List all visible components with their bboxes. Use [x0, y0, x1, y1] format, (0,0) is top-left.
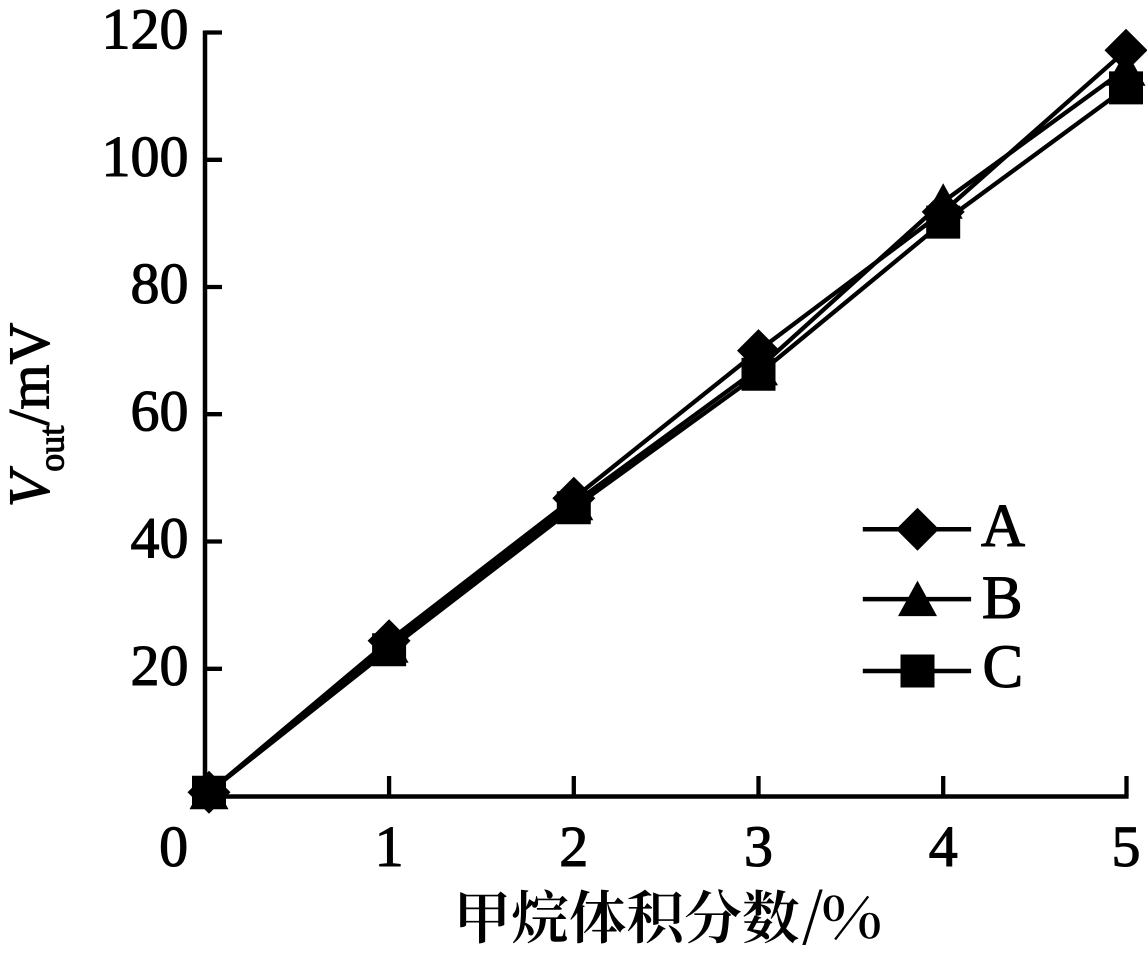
svg-text:3: 3 — [744, 814, 773, 879]
svg-text:2: 2 — [559, 814, 588, 879]
svg-text:60: 60 — [131, 378, 189, 443]
svg-text:4: 4 — [929, 814, 958, 879]
svg-text:100: 100 — [102, 124, 189, 189]
svg-text:1: 1 — [375, 814, 404, 879]
svg-text:80: 80 — [131, 251, 189, 316]
svg-text:5: 5 — [1112, 814, 1141, 879]
svg-text:20: 20 — [131, 633, 189, 698]
svg-text:Vout/mV: Vout/mV — [0, 323, 72, 508]
svg-text:A: A — [981, 493, 1025, 560]
svg-text:40: 40 — [131, 506, 189, 571]
svg-text:C: C — [983, 634, 1024, 701]
svg-text:0: 0 — [159, 814, 188, 879]
svg-text:120: 120 — [102, 0, 189, 62]
svg-text:B: B — [982, 565, 1023, 632]
